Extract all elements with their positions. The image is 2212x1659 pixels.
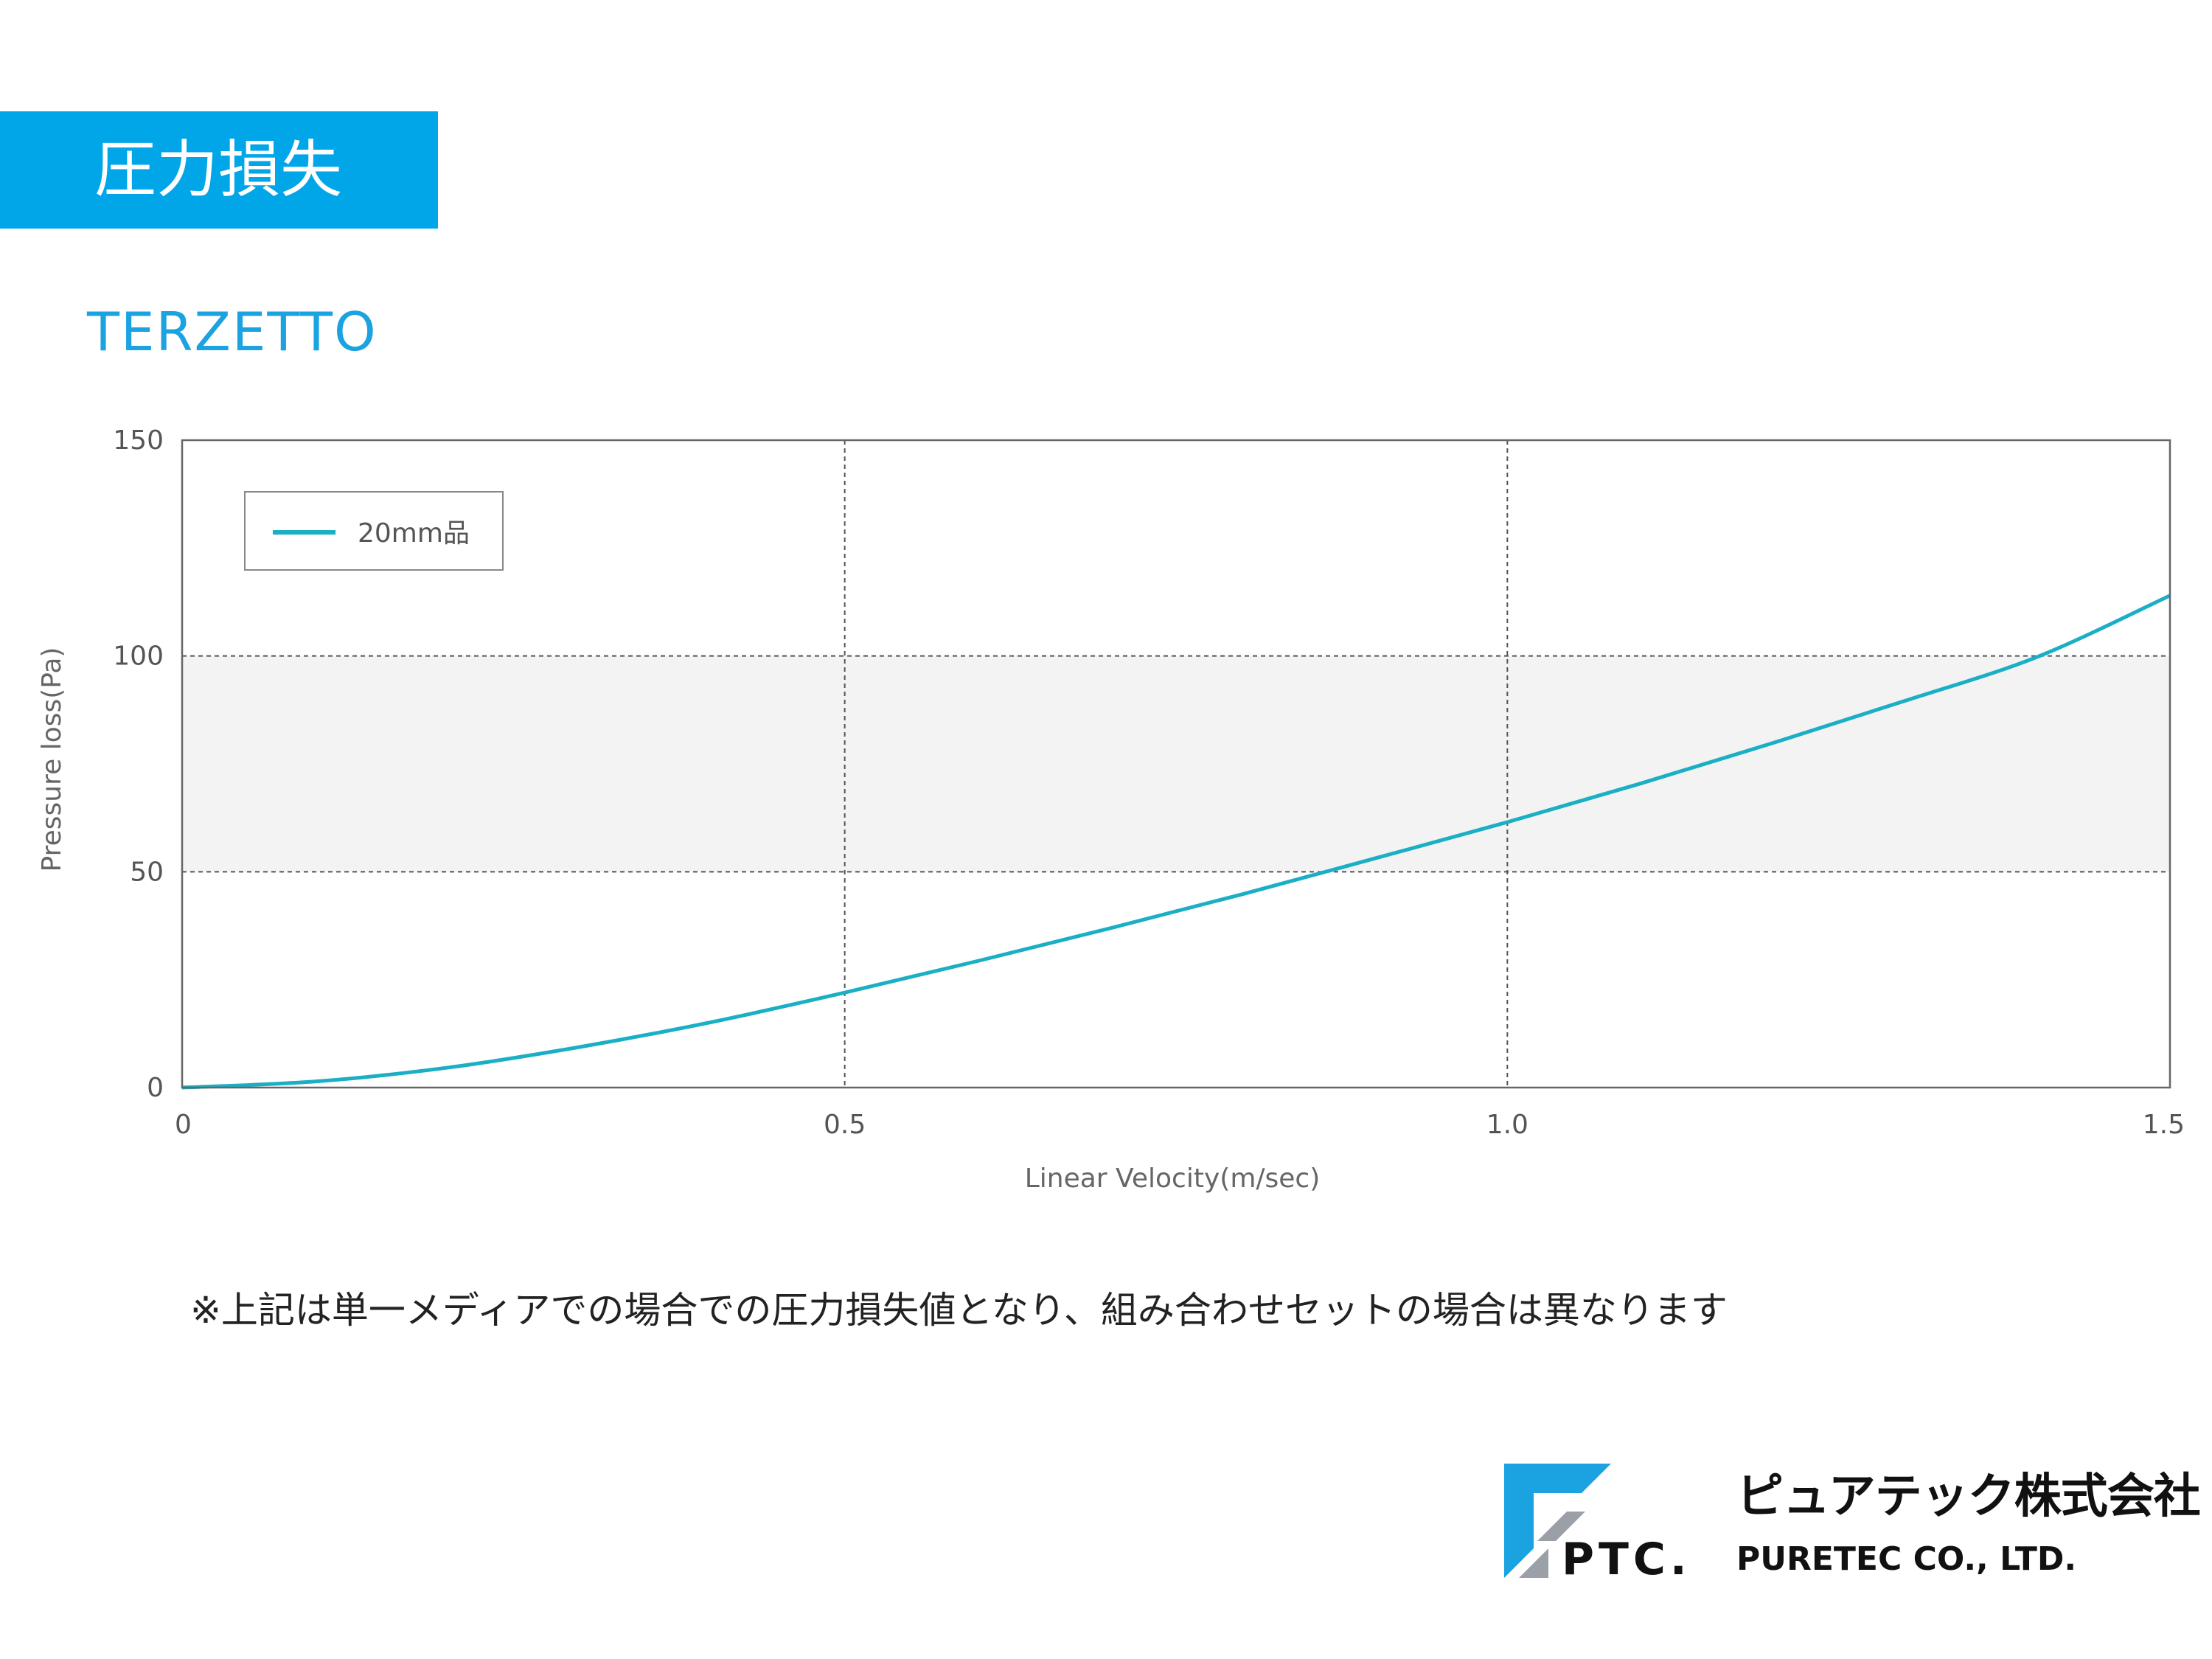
x-tick-label: 0 bbox=[175, 1110, 192, 1140]
company-name-ja: ピュアテック株式会社 bbox=[1736, 1470, 2201, 1524]
plot-border bbox=[181, 439, 2171, 1089]
footnote: ※上記は単一メディアでの場合での圧力損失値となり、組み合わせセットの場合は異なり… bbox=[190, 1289, 1728, 1332]
ptc-logo-icon: PTC. bbox=[1504, 1464, 1691, 1578]
x-tick-label: 1.0 bbox=[1486, 1110, 1528, 1140]
x-tick-label: 1.5 bbox=[2143, 1110, 2185, 1140]
page-title: 圧力損失 bbox=[94, 133, 343, 206]
company-name-en: PURETEC CO., LTD. bbox=[1736, 1540, 2077, 1578]
y-tick-label: 50 bbox=[130, 857, 164, 887]
y-tick-label: 150 bbox=[113, 425, 164, 456]
shaded-band bbox=[182, 655, 2170, 872]
plot-frame bbox=[181, 439, 2171, 1089]
plot-area bbox=[182, 440, 2170, 1088]
x-tick-label: 0.5 bbox=[824, 1110, 866, 1140]
logo-text: PTC. bbox=[1562, 1534, 1691, 1578]
pressure-loss-chart: 0 0.5 1.0 1.5 0 50 100 150 Linear Velocity(m/s… bbox=[37, 425, 2185, 1194]
legend: 20mm品 bbox=[244, 491, 504, 571]
series-line-0 bbox=[181, 594, 2171, 1090]
y-axis-label: Pressure loss(Pa) bbox=[37, 647, 67, 872]
header-band bbox=[0, 111, 438, 229]
legend-label: 20mm品 bbox=[358, 518, 470, 549]
x-axis-label: Linear Velocity(m/sec) bbox=[1025, 1164, 1321, 1194]
gridlines bbox=[182, 440, 2170, 1088]
y-axis-ticks: 0 50 100 150 bbox=[113, 425, 164, 1103]
x-axis-ticks: 0 0.5 1.0 1.5 bbox=[175, 1110, 2185, 1140]
series-layer bbox=[181, 594, 2171, 1090]
product-name: TERZETTO bbox=[87, 301, 378, 363]
y-tick-label: 100 bbox=[113, 641, 164, 672]
y-tick-label: 0 bbox=[147, 1073, 164, 1103]
